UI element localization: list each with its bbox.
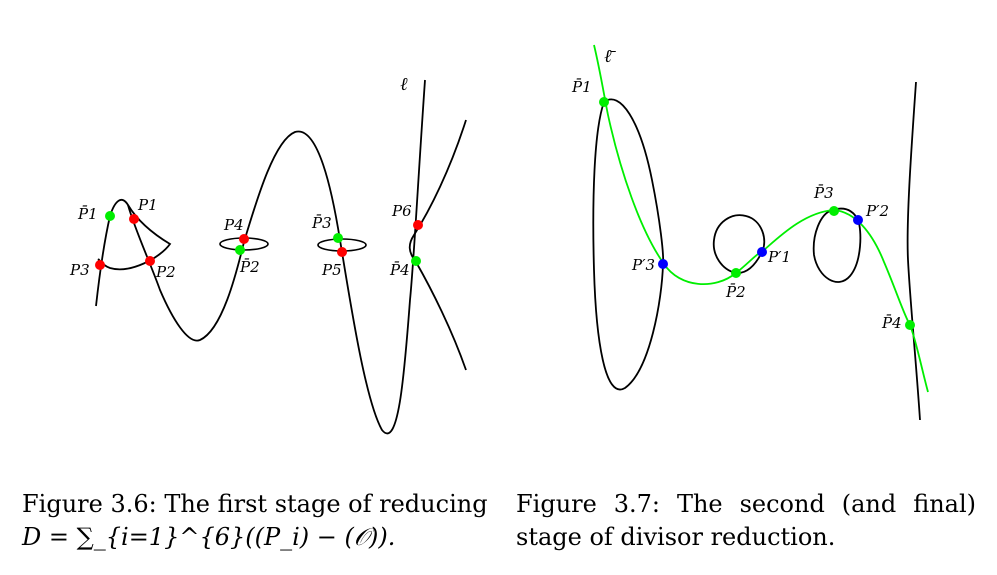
left-label-pbar4: P̄4 (389, 261, 410, 279)
left-point-pbar1 (105, 211, 115, 221)
caption-right-word: Figure (516, 490, 597, 518)
caption-right-line1: Figure 3.7: The second (and final) (516, 488, 976, 521)
right-point-pbar4 (905, 320, 915, 330)
left-label-pbar1: P̄1 (77, 205, 98, 223)
right-curve-round-loop (712, 214, 766, 274)
left-curve-loop (95, 198, 172, 307)
left-point-p1 (129, 214, 139, 224)
caption-left-line2: D = ∑_{i=1}^{6}((P_i) − (𝒪)). (22, 523, 396, 551)
caption-right-line2: stage of divisor reduction. (516, 523, 836, 551)
figures-canvas: ℓ P̄1 P1 P3 P2 P4 P̄2 P̄3 P5 P6 P̄4 ℓ̄ P… (69, 44, 929, 435)
caption-figure-3-6: Figure 3.6: The first stage of reducing … (22, 488, 492, 554)
right-label-pbar3: P̄3 (813, 184, 834, 202)
right-curve-big-loop (592, 98, 665, 391)
caption-left-line1: Figure 3.6: The first stage of reducing (22, 490, 488, 518)
right-point-pprime2 (853, 215, 863, 225)
left-point-pbar4 (411, 256, 421, 266)
left-label-p4: P4 (223, 216, 244, 234)
figure-left: ℓ P̄1 P1 P3 P2 P4 P̄2 P̄3 P5 P6 P̄4 (69, 74, 467, 435)
left-point-pbar3 (333, 233, 343, 243)
caption-right-word: 3.7: (613, 490, 661, 518)
right-curve-loop-right (812, 207, 862, 283)
right-label-pbar1: P̄1 (571, 78, 592, 96)
right-label-pbar2: P̄2 (725, 283, 746, 301)
right-label-ellbar: ℓ̄ (604, 46, 616, 67)
left-label-pbar3: P̄3 (311, 214, 332, 232)
left-label-ell: ℓ (400, 74, 408, 95)
right-point-pprime1 (757, 247, 767, 257)
right-point-pbar3 (829, 206, 839, 216)
left-curve-main (127, 79, 426, 435)
right-label-pprime2: P′2 (865, 202, 889, 220)
figure-right: ℓ̄ P̄1 P′3 P′1 P̄2 P̄3 P′2 P̄4 (571, 44, 929, 421)
right-curve-tall-branch (906, 81, 921, 421)
left-point-p6 (413, 220, 423, 230)
right-point-pbar1 (599, 97, 609, 107)
left-label-pbar2: P̄2 (239, 258, 260, 276)
left-point-p2 (145, 256, 155, 266)
left-curve-branch (415, 261, 467, 371)
left-point-p3 (95, 260, 105, 270)
right-point-pbar2 (731, 268, 741, 278)
caption-right-word: final) (913, 490, 976, 518)
caption-right-word: (and (841, 490, 897, 518)
left-point-pbar2 (235, 245, 245, 255)
right-point-pprime3 (658, 259, 668, 269)
left-point-p5 (337, 247, 347, 257)
right-label-pprime1: P′1 (767, 248, 791, 266)
right-label-pprime3: P′3 (631, 256, 655, 274)
caption-figure-3-7: Figure 3.7: The second (and final) stage… (516, 488, 976, 554)
caption-right-word: second (739, 490, 825, 518)
left-label-p3: P3 (69, 261, 90, 279)
left-label-p5: P5 (321, 261, 342, 279)
left-label-p1: P1 (137, 196, 158, 214)
right-label-pbar4: P̄4 (881, 314, 902, 332)
left-point-p4 (239, 234, 249, 244)
caption-right-word: The (676, 490, 723, 518)
left-label-p2: P2 (155, 263, 176, 281)
left-label-p6: P6 (391, 202, 412, 220)
